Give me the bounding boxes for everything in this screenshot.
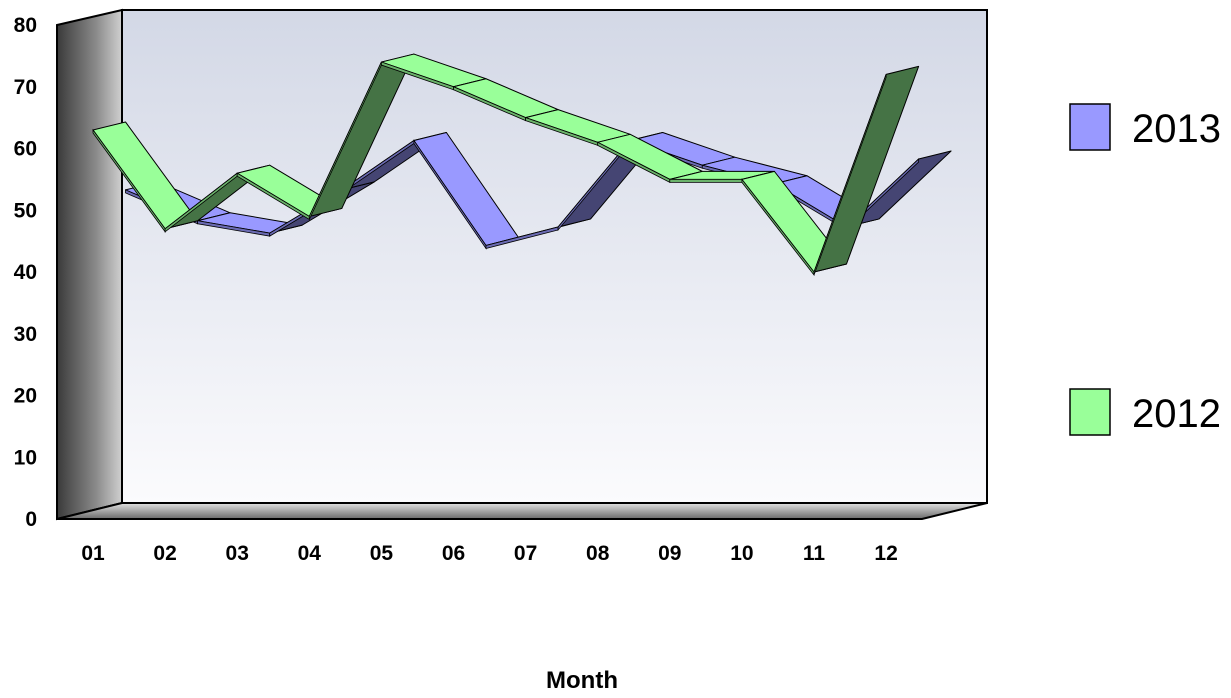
ribbon-edge bbox=[669, 178, 743, 183]
x-axis-title: Month bbox=[546, 667, 618, 694]
x-tick-label: 11 bbox=[803, 542, 826, 565]
x-tick-label: 06 bbox=[442, 542, 465, 565]
x-tick-label: 07 bbox=[514, 542, 537, 565]
ribbon-edge bbox=[813, 74, 887, 276]
x-tick-label: 04 bbox=[298, 542, 322, 565]
legend-label: 2012 bbox=[1132, 392, 1221, 436]
y-tick-label: 40 bbox=[14, 261, 37, 284]
legend-label: 2013 bbox=[1132, 107, 1221, 151]
y-tick-label: 60 bbox=[14, 138, 37, 161]
x-tick-label: 01 bbox=[81, 542, 105, 565]
y-tick-label: 80 bbox=[14, 14, 37, 37]
legend-swatch bbox=[1069, 388, 1111, 436]
x-tick-label: 03 bbox=[226, 542, 249, 565]
x-tick-label: 05 bbox=[370, 542, 394, 565]
x-tick-label: 02 bbox=[153, 542, 176, 565]
legend-item-2012: 2012 bbox=[1069, 388, 1221, 436]
legend-item-2013: 2013 bbox=[1069, 103, 1221, 151]
legend-swatch bbox=[1069, 103, 1111, 151]
x-tick-label: 10 bbox=[730, 542, 753, 565]
series-layer bbox=[92, 53, 952, 277]
x-tick-label: 08 bbox=[586, 542, 610, 565]
x-tick-label: 09 bbox=[658, 542, 681, 565]
back-wall bbox=[121, 9, 988, 504]
series-2012 bbox=[92, 53, 920, 277]
y-tick-label: 20 bbox=[14, 385, 37, 408]
x-axis-ticks: 01 02 03 04 05 06 07 08 09 10 11 12 bbox=[81, 542, 897, 565]
side-wall bbox=[56, 8, 123, 521]
y-tick-label: 50 bbox=[14, 199, 37, 222]
floor bbox=[56, 502, 988, 520]
y-tick-label: 10 bbox=[14, 446, 37, 469]
legend: 2013 2012 bbox=[1069, 103, 1221, 436]
y-tick-label: 30 bbox=[14, 323, 37, 346]
y-tick-label: 0 bbox=[25, 508, 37, 531]
y-tick-label: 70 bbox=[14, 76, 37, 99]
y-axis-ticks: 0 10 20 30 40 50 60 70 80 bbox=[14, 14, 37, 531]
x-tick-label: 12 bbox=[874, 542, 897, 565]
